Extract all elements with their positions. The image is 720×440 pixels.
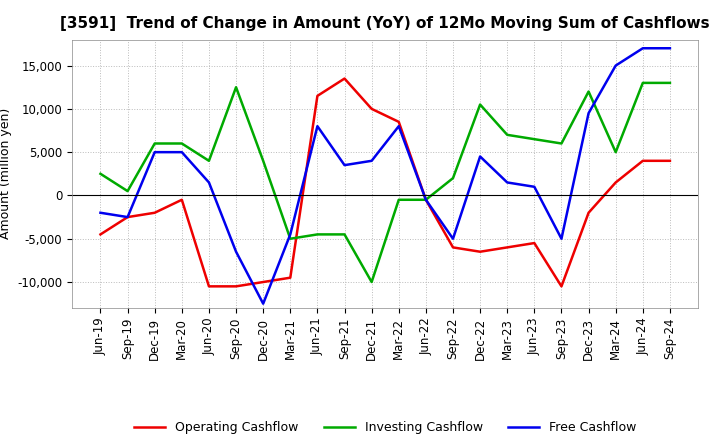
Free Cashflow	[313, 124, 322, 129]
Title: [3591]  Trend of Change in Amount (YoY) of 12Mo Moving Sum of Cashflows: [3591] Trend of Change in Amount (YoY) o…	[60, 16, 710, 32]
Investing Cashflow	[259, 158, 268, 163]
Investing Cashflow	[313, 232, 322, 237]
Free Cashflow	[395, 124, 403, 129]
Operating Cashflow	[395, 119, 403, 125]
Operating Cashflow	[476, 249, 485, 254]
Free Cashflow	[204, 180, 213, 185]
Free Cashflow	[503, 180, 511, 185]
Investing Cashflow	[178, 141, 186, 146]
Operating Cashflow	[639, 158, 647, 163]
Operating Cashflow	[259, 279, 268, 285]
Free Cashflow	[96, 210, 105, 216]
Operating Cashflow	[367, 106, 376, 111]
Investing Cashflow	[341, 232, 349, 237]
Line: Operating Cashflow: Operating Cashflow	[101, 79, 670, 286]
Free Cashflow	[530, 184, 539, 190]
Free Cashflow	[665, 46, 674, 51]
Investing Cashflow	[476, 102, 485, 107]
Free Cashflow	[449, 236, 457, 242]
Investing Cashflow	[449, 176, 457, 181]
Investing Cashflow	[150, 141, 159, 146]
Investing Cashflow	[665, 80, 674, 85]
Investing Cashflow	[584, 89, 593, 94]
Free Cashflow	[341, 162, 349, 168]
Free Cashflow	[232, 249, 240, 254]
Operating Cashflow	[96, 232, 105, 237]
Free Cashflow	[286, 232, 294, 237]
Investing Cashflow	[395, 197, 403, 202]
Free Cashflow	[421, 197, 430, 202]
Free Cashflow	[557, 236, 566, 242]
Free Cashflow	[639, 46, 647, 51]
Operating Cashflow	[178, 197, 186, 202]
Operating Cashflow	[341, 76, 349, 81]
Operating Cashflow	[584, 210, 593, 216]
Operating Cashflow	[449, 245, 457, 250]
Operating Cashflow	[286, 275, 294, 280]
Free Cashflow	[367, 158, 376, 163]
Y-axis label: Amount (million yen): Amount (million yen)	[0, 108, 12, 239]
Line: Investing Cashflow: Investing Cashflow	[101, 83, 670, 282]
Free Cashflow	[584, 110, 593, 116]
Investing Cashflow	[286, 236, 294, 242]
Operating Cashflow	[665, 158, 674, 163]
Investing Cashflow	[639, 80, 647, 85]
Investing Cashflow	[123, 188, 132, 194]
Investing Cashflow	[530, 136, 539, 142]
Investing Cashflow	[96, 171, 105, 176]
Free Cashflow	[611, 63, 620, 68]
Operating Cashflow	[503, 245, 511, 250]
Investing Cashflow	[232, 84, 240, 90]
Legend: Operating Cashflow, Investing Cashflow, Free Cashflow: Operating Cashflow, Investing Cashflow, …	[129, 416, 642, 439]
Investing Cashflow	[367, 279, 376, 285]
Operating Cashflow	[150, 210, 159, 216]
Investing Cashflow	[503, 132, 511, 137]
Investing Cashflow	[557, 141, 566, 146]
Free Cashflow	[259, 301, 268, 306]
Operating Cashflow	[530, 240, 539, 246]
Operating Cashflow	[421, 197, 430, 202]
Operating Cashflow	[611, 180, 620, 185]
Operating Cashflow	[557, 284, 566, 289]
Free Cashflow	[178, 150, 186, 155]
Operating Cashflow	[123, 214, 132, 220]
Investing Cashflow	[204, 158, 213, 163]
Line: Free Cashflow: Free Cashflow	[101, 48, 670, 304]
Operating Cashflow	[204, 284, 213, 289]
Free Cashflow	[476, 154, 485, 159]
Operating Cashflow	[232, 284, 240, 289]
Operating Cashflow	[313, 93, 322, 99]
Free Cashflow	[123, 214, 132, 220]
Investing Cashflow	[611, 150, 620, 155]
Investing Cashflow	[421, 197, 430, 202]
Free Cashflow	[150, 150, 159, 155]
